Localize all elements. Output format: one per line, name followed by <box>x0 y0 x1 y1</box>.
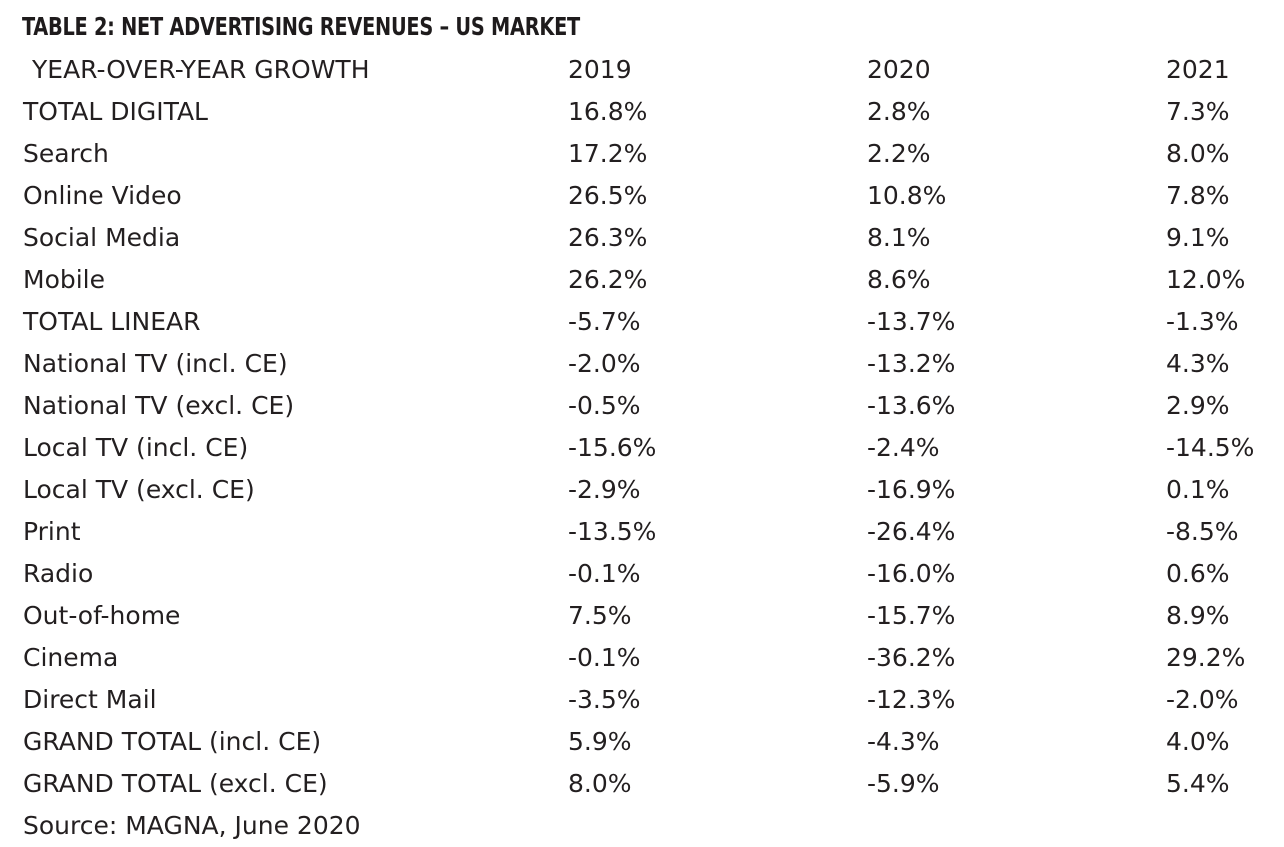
table-row: Local TV (excl. CE) -2.9% -16.9% 0.1% <box>0 469 1284 511</box>
row-label: National TV (incl. CE) <box>23 349 288 378</box>
value-2019: 16.8% <box>568 97 648 126</box>
row-label: Print <box>23 517 81 546</box>
value-2021: 29.2% <box>1166 643 1246 672</box>
value-2021: 7.3% <box>1166 97 1230 126</box>
table-row: GRAND TOTAL (excl. CE) 8.0% -5.9% 5.4% <box>0 763 1284 805</box>
value-2019: -2.0% <box>568 349 641 378</box>
value-2019: 26.5% <box>568 181 648 210</box>
row-label: TOTAL LINEAR <box>23 307 201 336</box>
source-note: Source: MAGNA, June 2020 <box>23 811 361 840</box>
table-row: TOTAL LINEAR -5.7% -13.7% -1.3% <box>0 301 1284 343</box>
table-row: Search 17.2% 2.2% 8.0% <box>0 133 1284 175</box>
value-2019: 5.9% <box>568 727 632 756</box>
value-2019: 7.5% <box>568 601 632 630</box>
value-2021: 0.1% <box>1166 475 1230 504</box>
value-2021: 8.9% <box>1166 601 1230 630</box>
value-2021: 2.9% <box>1166 391 1230 420</box>
table-row: Radio -0.1% -16.0% 0.6% <box>0 553 1284 595</box>
header-year-2020: 2020 <box>867 55 931 84</box>
value-2020: 8.1% <box>867 223 931 252</box>
table-row: Social Media 26.3% 8.1% 9.1% <box>0 217 1284 259</box>
value-2021: 7.8% <box>1166 181 1230 210</box>
value-2021: -14.5% <box>1166 433 1255 462</box>
row-label: Local TV (incl. CE) <box>23 433 249 462</box>
value-2019: -13.5% <box>568 517 657 546</box>
value-2020: -13.6% <box>867 391 956 420</box>
row-label: Cinema <box>23 643 119 672</box>
table-row: National TV (incl. CE) -2.0% -13.2% 4.3% <box>0 343 1284 385</box>
value-2020: 2.8% <box>867 97 931 126</box>
table-row: Local TV (incl. CE) -15.6% -2.4% -14.5% <box>0 427 1284 469</box>
value-2019: 8.0% <box>568 769 632 798</box>
value-2020: -4.3% <box>867 727 940 756</box>
value-2020: -13.2% <box>867 349 956 378</box>
row-label: Social Media <box>23 223 181 252</box>
row-label: GRAND TOTAL (excl. CE) <box>23 769 328 798</box>
value-2021: 4.0% <box>1166 727 1230 756</box>
value-2020: -5.9% <box>867 769 940 798</box>
value-2021: 12.0% <box>1166 265 1246 294</box>
table-row: GRAND TOTAL (incl. CE) 5.9% -4.3% 4.0% <box>0 721 1284 763</box>
value-2020: 10.8% <box>867 181 947 210</box>
row-label: National TV (excl. CE) <box>23 391 295 420</box>
value-2019: 17.2% <box>568 139 648 168</box>
table-row: Out-of-home 7.5% -15.7% 8.9% <box>0 595 1284 637</box>
row-label: GRAND TOTAL (incl. CE) <box>23 727 322 756</box>
value-2019: -2.9% <box>568 475 641 504</box>
table-row: Direct Mail -3.5% -12.3% -2.0% <box>0 679 1284 721</box>
row-label: Out-of-home <box>23 601 181 630</box>
table-row: Online Video 26.5% 10.8% 7.8% <box>0 175 1284 217</box>
table-title: TABLE 2: NET ADVERTISING REVENUES – US M… <box>22 12 580 41</box>
value-2020: -26.4% <box>867 517 956 546</box>
table-row: Mobile 26.2% 8.6% 12.0% <box>0 259 1284 301</box>
value-2021: -2.0% <box>1166 685 1239 714</box>
value-2020: -15.7% <box>867 601 956 630</box>
row-label: Radio <box>23 559 94 588</box>
value-2019: 26.3% <box>568 223 648 252</box>
value-2020: -36.2% <box>867 643 956 672</box>
value-2021: 0.6% <box>1166 559 1230 588</box>
growth-table: YEAR-OVER-YEAR GROWTH 2019 2020 2021 TOT… <box>0 49 1284 805</box>
value-2021: 9.1% <box>1166 223 1230 252</box>
table-row: Print -13.5% -26.4% -8.5% <box>0 511 1284 553</box>
table-body: TOTAL DIGITAL 16.8% 2.8% 7.3% Search 17.2% 2.2… <box>0 91 1284 805</box>
value-2020: -13.7% <box>867 307 956 336</box>
table-row: TOTAL DIGITAL 16.8% 2.8% 7.3% <box>0 91 1284 133</box>
value-2019: -3.5% <box>568 685 641 714</box>
value-2019: 26.2% <box>568 265 648 294</box>
table-header-row: YEAR-OVER-YEAR GROWTH 2019 2020 2021 <box>0 49 1284 91</box>
table-row: National TV (excl. CE) -0.5% -13.6% 2.9% <box>0 385 1284 427</box>
value-2020: 2.2% <box>867 139 931 168</box>
row-label: Online Video <box>23 181 182 210</box>
header-metric: YEAR-OVER-YEAR GROWTH <box>32 55 370 84</box>
value-2019: -0.1% <box>568 559 641 588</box>
value-2020: -16.9% <box>867 475 956 504</box>
row-label: TOTAL DIGITAL <box>23 97 208 126</box>
value-2021: -1.3% <box>1166 307 1239 336</box>
value-2019: -15.6% <box>568 433 657 462</box>
table-row: Cinema -0.1% -36.2% 29.2% <box>0 637 1284 679</box>
header-year-2019: 2019 <box>568 55 632 84</box>
value-2021: -8.5% <box>1166 517 1239 546</box>
value-2020: -16.0% <box>867 559 956 588</box>
value-2021: 4.3% <box>1166 349 1230 378</box>
value-2019: -0.5% <box>568 391 641 420</box>
value-2019: -5.7% <box>568 307 641 336</box>
value-2019: -0.1% <box>568 643 641 672</box>
row-label: Mobile <box>23 265 106 294</box>
value-2021: 5.4% <box>1166 769 1230 798</box>
value-2020: -12.3% <box>867 685 956 714</box>
value-2020: 8.6% <box>867 265 931 294</box>
row-label: Search <box>23 139 109 168</box>
header-year-2021: 2021 <box>1166 55 1230 84</box>
row-label: Direct Mail <box>23 685 157 714</box>
value-2021: 8.0% <box>1166 139 1230 168</box>
row-label: Local TV (excl. CE) <box>23 475 255 504</box>
value-2020: -2.4% <box>867 433 940 462</box>
